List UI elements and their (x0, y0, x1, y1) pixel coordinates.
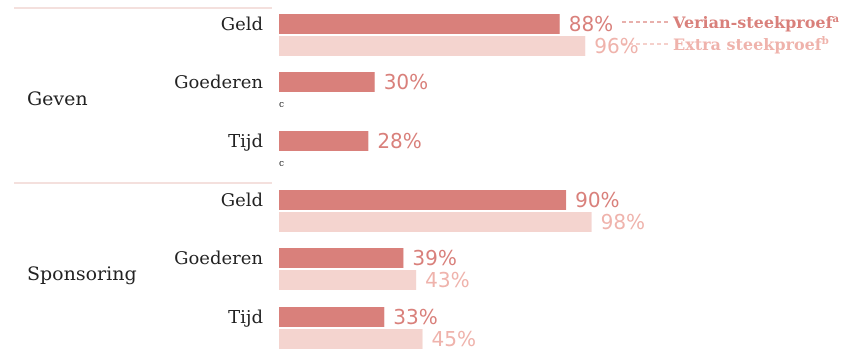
bar-geven-tijd-series-1 (279, 131, 369, 151)
bar-sponsoring-geld-series-2 (279, 212, 592, 232)
group-label-sponsoring: Sponsoring (27, 263, 137, 285)
legend-entry-1: Verian-steekproefa (672, 13, 839, 32)
footnote-marker-c: c (279, 159, 284, 169)
data-label-sponsoring-goederen-series-1: 39% (412, 246, 456, 270)
data-label-geven-geld-series-2: 96% (594, 34, 638, 58)
data-label-sponsoring-geld-series-2: 98% (601, 210, 645, 234)
category-label-sponsoring-geld: Geld (221, 190, 263, 211)
category-label-sponsoring-tijd: Tijd (228, 307, 263, 328)
bar-geven-goederen-series-1 (279, 72, 375, 92)
bar-sponsoring-tijd-series-2 (279, 329, 423, 349)
data-label-sponsoring-tijd-series-2: 45% (432, 327, 476, 351)
legend-entry-2: Extra steekproefb (673, 35, 829, 54)
bar-sponsoring-geld-series-1 (279, 190, 567, 210)
bar-sponsoring-goederen-series-2 (279, 270, 417, 290)
category-label-geven-tijd: Tijd (228, 131, 263, 152)
data-label-geven-tijd-series-1: 28% (377, 129, 421, 153)
data-label-sponsoring-geld-series-1: 90% (575, 188, 619, 212)
category-label-sponsoring-goederen: Goederen (174, 248, 263, 269)
data-label-sponsoring-tijd-series-1: 33% (393, 305, 437, 329)
category-label-geven-goederen: Goederen (174, 72, 263, 93)
bar-sponsoring-tijd-series-1 (279, 307, 385, 327)
footnote-marker-c: c (279, 100, 284, 110)
data-label-sponsoring-goederen-series-2: 43% (425, 268, 469, 292)
group-label-geven: Geven (27, 88, 88, 110)
data-label-geven-geld-series-1: 88% (569, 12, 613, 36)
data-label-geven-goederen-series-1: 30% (384, 70, 428, 94)
bar-geven-geld-series-2 (279, 36, 586, 56)
category-label-geven-geld: Geld (221, 14, 263, 35)
bar-sponsoring-goederen-series-1 (279, 248, 404, 268)
bar-geven-geld-series-1 (279, 14, 560, 34)
